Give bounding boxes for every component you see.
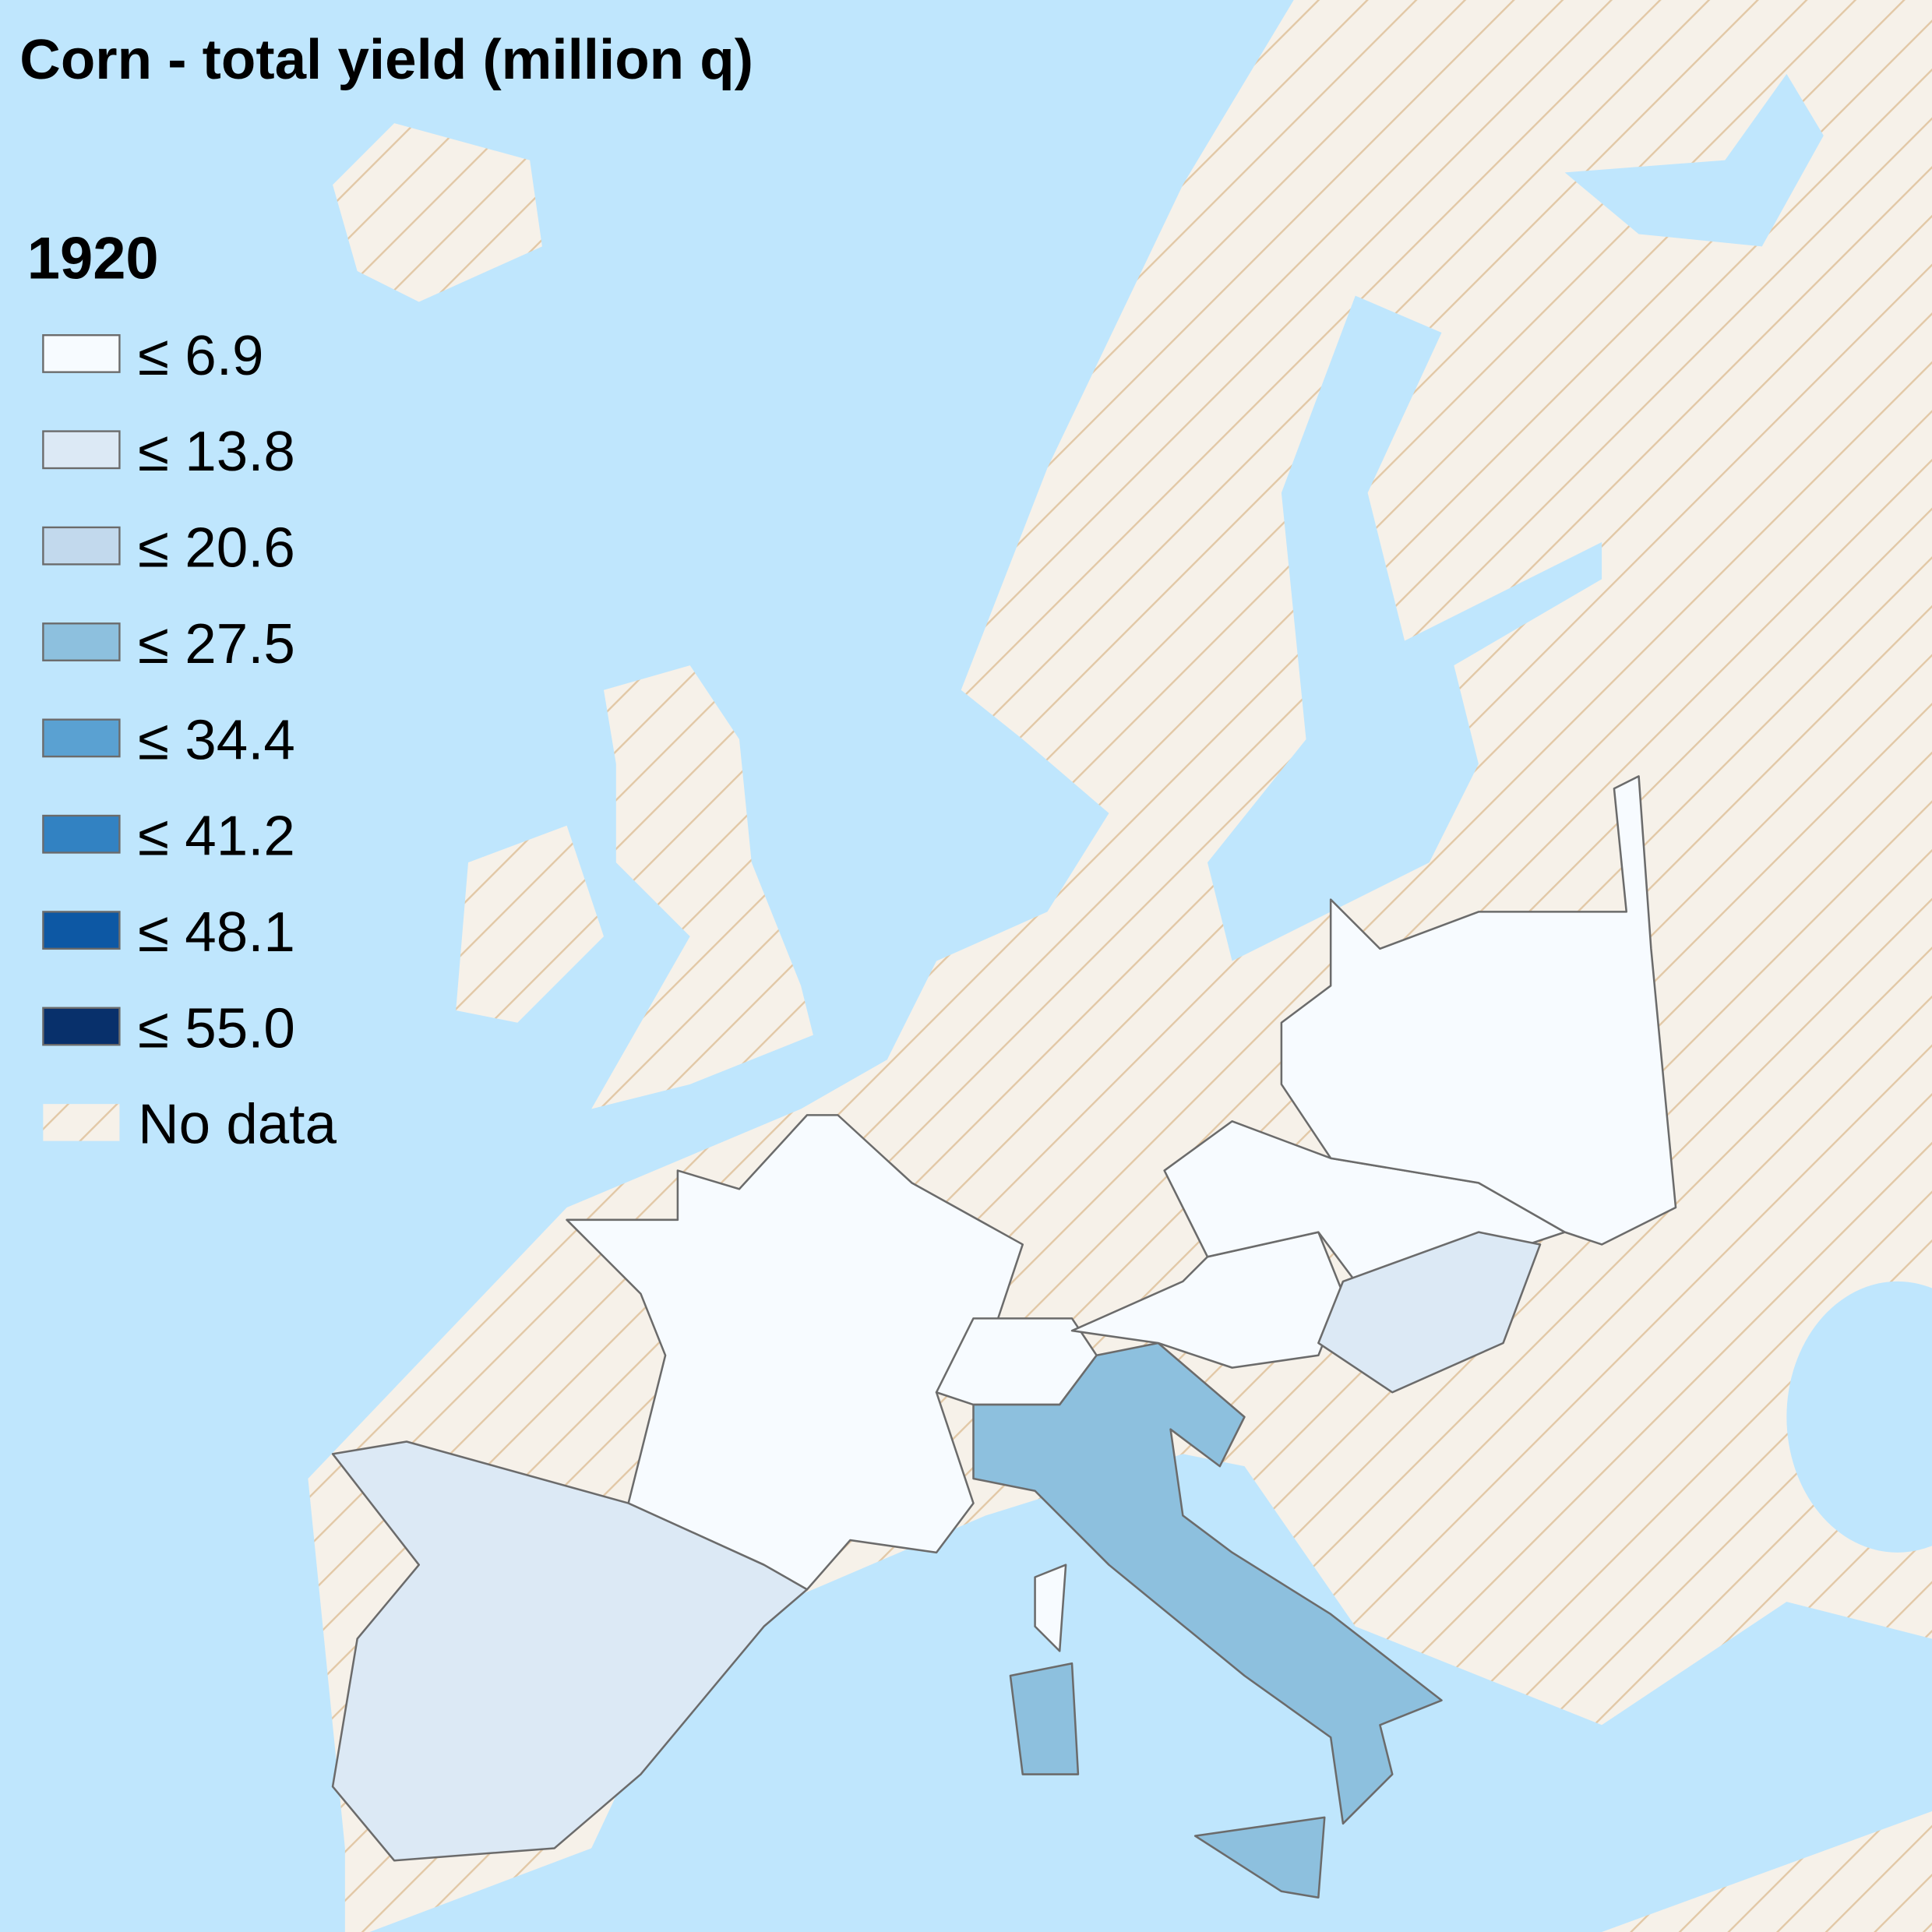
legend-label: ≤ 34.4 [138, 708, 295, 771]
legend-swatch [42, 622, 121, 661]
legend-label: ≤ 6.9 [138, 324, 263, 387]
legend-swatch [42, 814, 121, 854]
inland-seas [369, 73, 1932, 1932]
legend-swatch [42, 334, 121, 373]
poland [1280, 775, 1677, 1246]
legend-swatch [42, 911, 121, 950]
sardinia [1009, 1662, 1080, 1775]
legend-swatch [42, 430, 121, 470]
legend-swatch [42, 1007, 121, 1046]
legend-label: ≤ 55.0 [138, 996, 295, 1059]
legend-swatch [42, 526, 121, 566]
map-title: Corn - total yield (million q) [19, 28, 753, 91]
sicily [1193, 1816, 1326, 1899]
legend-label: ≤ 13.8 [138, 420, 295, 483]
countries [331, 775, 1677, 1899]
legend-label: No data [138, 1093, 337, 1156]
spain [331, 1440, 809, 1862]
legend-swatch [43, 1104, 120, 1141]
legend-label: ≤ 41.2 [138, 805, 295, 868]
italy [972, 1341, 1443, 1825]
legend-swatch [42, 718, 121, 758]
legend-label: ≤ 27.5 [138, 612, 295, 675]
legend-title: 1920 [27, 225, 159, 291]
legend: ≤ 6.9 ≤ 13.8 ≤ 20.6 ≤ 27.5 ≤ 34.4 ≤ 41.2 ≤ 48.… [42, 324, 337, 1156]
corsica [1034, 1564, 1067, 1652]
hungary [1317, 1231, 1542, 1394]
legend-label: ≤ 48.1 [138, 901, 295, 964]
legend-label: ≤ 20.6 [138, 516, 295, 580]
